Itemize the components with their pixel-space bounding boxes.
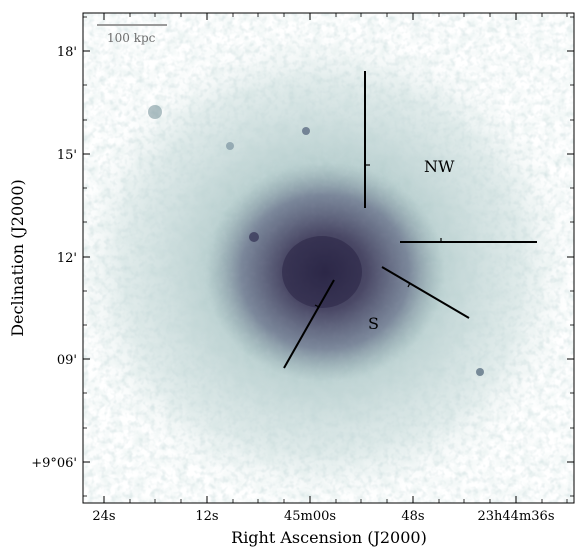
profile-lines bbox=[283, 71, 537, 369]
south-profile-tick bbox=[314, 304, 320, 308]
south-profile-line bbox=[283, 279, 335, 369]
y-tick-label: 15' bbox=[57, 148, 77, 163]
x-tick-label: 48s bbox=[401, 509, 424, 524]
axis-minor-ticks bbox=[83, 13, 574, 503]
region-label-s: S bbox=[368, 314, 379, 333]
xray-emission-image bbox=[83, 13, 574, 503]
point-source bbox=[302, 127, 310, 135]
scale-bar-label: 100 kpc bbox=[107, 31, 156, 45]
x-tick-label: 23h44m36s bbox=[478, 509, 555, 524]
point-source bbox=[148, 105, 162, 119]
x-tick-label: 45m00s bbox=[284, 509, 336, 524]
x-tick-label: 12s bbox=[195, 509, 218, 524]
east-profile-line bbox=[381, 266, 470, 319]
point-source bbox=[476, 368, 484, 376]
x-tick-label: 24s bbox=[92, 509, 115, 524]
point-source bbox=[249, 232, 259, 242]
axis-ticks bbox=[83, 13, 574, 503]
point-source bbox=[226, 142, 234, 150]
scale-bar: 100 kpc bbox=[97, 24, 167, 45]
y-tick-label: 12' bbox=[57, 251, 77, 266]
y-tick-label: 18' bbox=[57, 45, 77, 60]
y-axis-title: Declination (J2000) bbox=[8, 179, 27, 337]
x-axis-title: Right Ascension (J2000) bbox=[231, 528, 427, 547]
y-tick-labels: 18' 15' 12' 09' +9°06' bbox=[31, 45, 77, 471]
region-label-nw: NW bbox=[424, 157, 455, 176]
x-tick-labels: 24s 12s 45m00s 48s 23h44m36s bbox=[92, 509, 554, 524]
y-tick-label: +9°06' bbox=[31, 456, 77, 471]
east-profile-tick bbox=[407, 282, 411, 288]
y-tick-label: 09' bbox=[57, 353, 77, 368]
plot-frame bbox=[82, 12, 575, 504]
